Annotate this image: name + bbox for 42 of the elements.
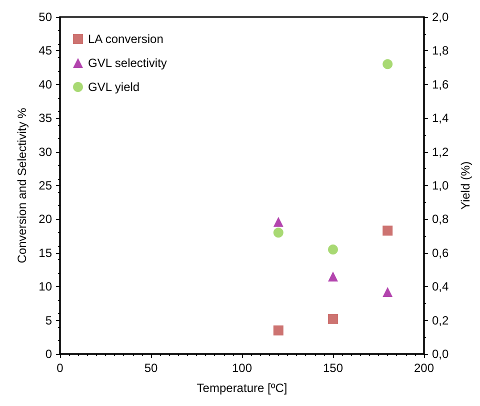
y-tick-label: 30 [38,144,52,159]
y2-tick-label: 1,6 [432,77,450,92]
y-tick-label: 35 [38,111,52,126]
y2-tick-label: 1,4 [432,111,450,126]
y2-tick-label: 0,8 [432,212,450,226]
point [273,216,284,227]
y-tick-label: 45 [38,44,52,58]
point [382,226,393,236]
point [328,314,338,324]
y-tick-label: 20 [38,212,52,226]
y2-tick-label: 1,2 [432,144,450,159]
point [328,244,338,255]
x-tick-label: 150 [322,361,344,375]
y-tick-label: 25 [38,178,52,192]
point [273,228,284,238]
point [273,325,284,336]
point [328,271,338,282]
y-tick-label: 50 [38,10,52,24]
x-axis-title: Temperature [ºC] [196,381,288,395]
y-axis-title: Conversion and Selectivity % [14,107,29,264]
y2-tick-label: 0,4 [432,280,450,294]
y2-tick-label: 0,0 [432,347,450,361]
y-tick-label: 15 [38,246,52,260]
y2-tick-label: 0,2 [432,313,450,328]
legend-label: GVL yield [88,80,140,94]
legend-label: LA conversion [88,32,164,46]
point [382,286,393,297]
legend-label: GVL selectivity [88,56,167,70]
point [382,59,393,70]
y-tick-label: 10 [38,280,52,294]
y2-axis-title: Yield (%) [458,161,473,210]
y-tick-label: 0 [45,347,52,361]
x-tick-label: 200 [414,361,434,375]
y2-tick-label: 1,0 [432,178,450,192]
x-tick-label: 100 [232,361,252,375]
y2-tick-label: 0,6 [432,246,450,260]
y-tick-label: 5 [45,313,52,328]
x-tick-label: 0 [56,361,64,375]
x-tick-label: 50 [144,361,158,375]
y-tick-label: 40 [38,77,52,92]
y2-tick-label: 1,8 [432,44,450,58]
y2-tick-label: 2,0 [432,10,450,24]
